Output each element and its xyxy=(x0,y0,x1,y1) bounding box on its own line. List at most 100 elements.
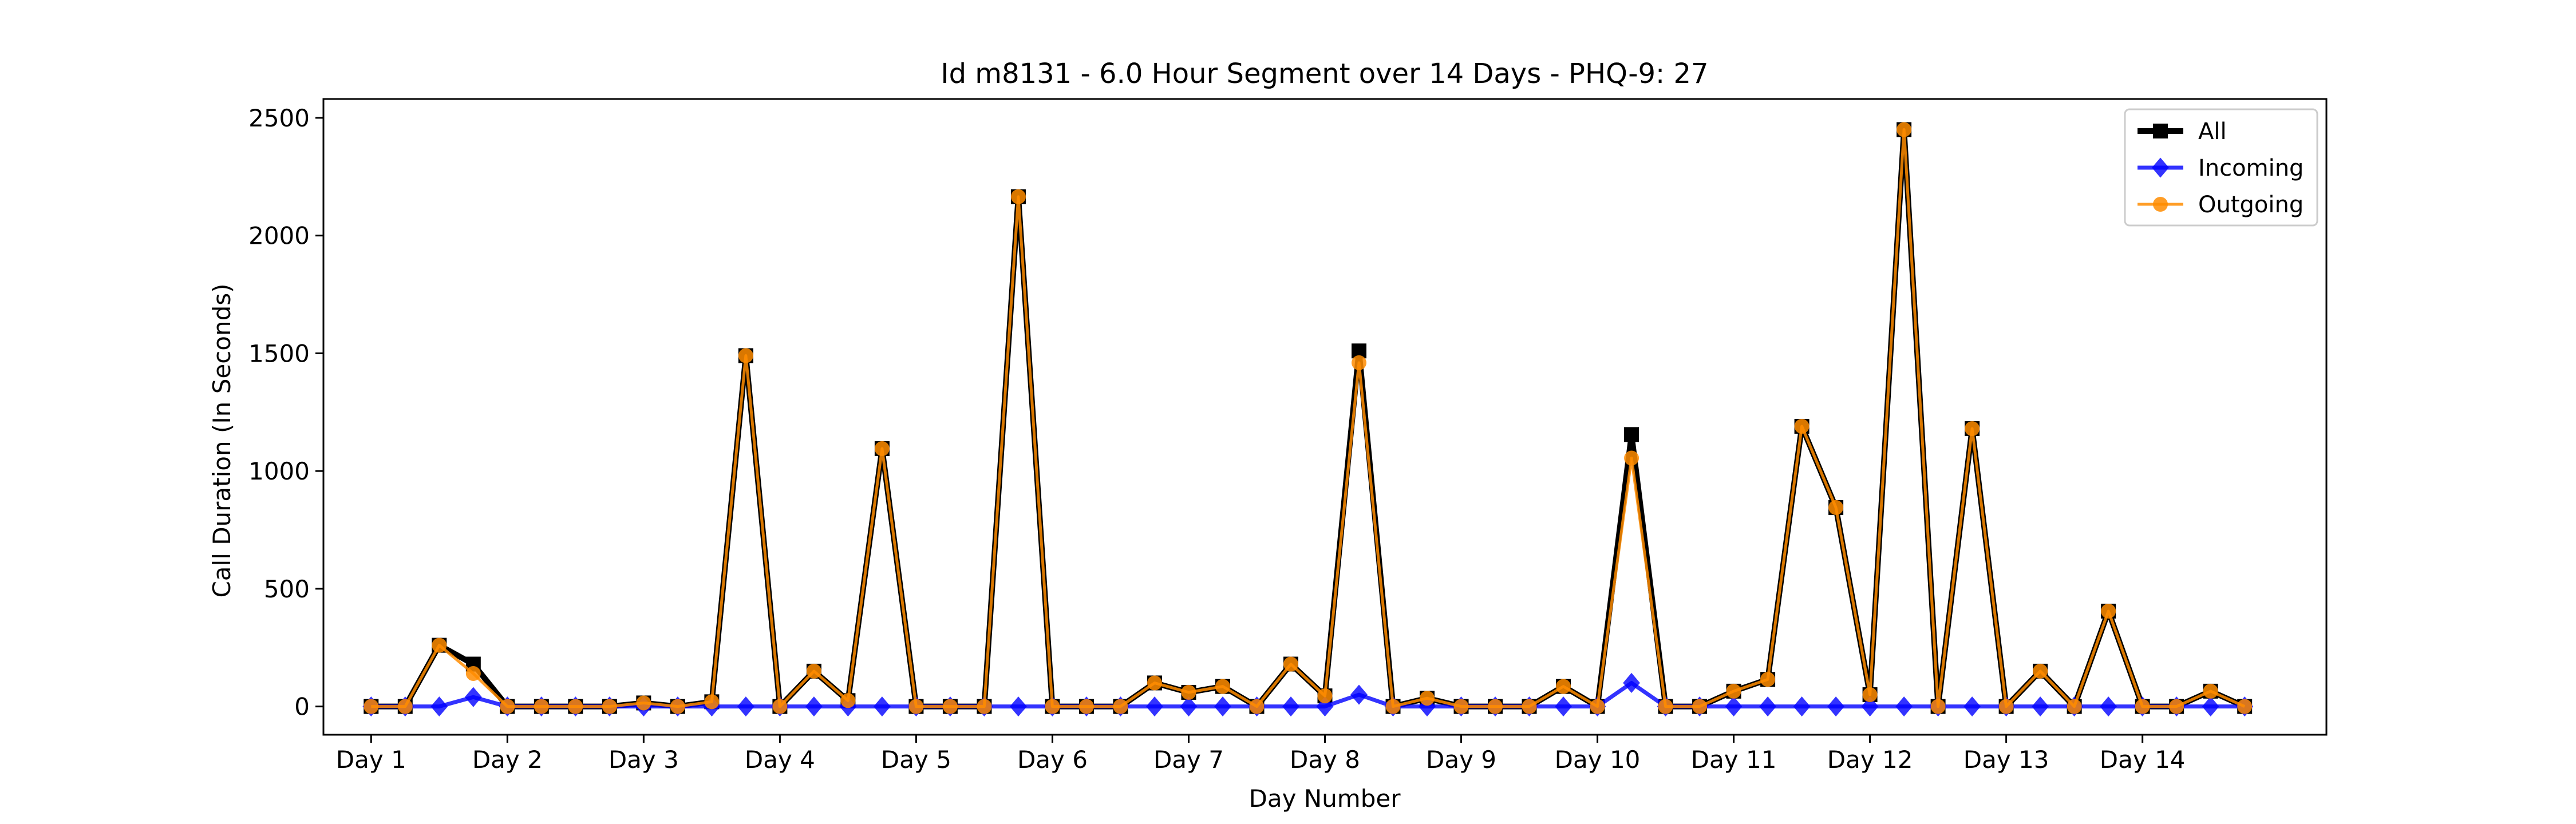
legend-marker xyxy=(2153,197,2168,212)
data-point-outgoing xyxy=(1078,699,1094,714)
x-tick-label: Day 8 xyxy=(1290,746,1360,774)
data-point-outgoing xyxy=(465,666,481,682)
legend-label-all: All xyxy=(2198,118,2227,145)
data-point-incoming xyxy=(1010,696,1027,717)
data-point-outgoing xyxy=(1113,699,1128,714)
data-point-outgoing xyxy=(636,695,651,711)
data-point-outgoing xyxy=(1010,189,1026,204)
data-point-outgoing xyxy=(1862,687,1878,703)
data-point-outgoing xyxy=(534,699,549,714)
plot-area: 0 500 1000 1500 2000 2500 Day 1 Day 2 Day 3 Day 4… xyxy=(248,98,2328,774)
x-tick-label: Day 11 xyxy=(1691,746,1777,774)
x-tick-label: Day 13 xyxy=(1963,746,2049,774)
data-point-outgoing xyxy=(1283,656,1298,672)
series-all xyxy=(364,122,2253,714)
data-point-all xyxy=(1624,427,1639,442)
data-point-outgoing xyxy=(942,699,958,714)
series-outgoing xyxy=(364,122,2253,714)
data-point-outgoing xyxy=(602,699,617,714)
y-tick-label: 0 xyxy=(294,693,310,721)
legend-box xyxy=(2124,108,2318,227)
data-point-outgoing xyxy=(874,441,890,457)
data-point-outgoing xyxy=(1215,679,1230,694)
data-point-outgoing xyxy=(1181,684,1196,700)
data-point-outgoing xyxy=(1692,699,1708,714)
data-point-incoming xyxy=(2100,696,2117,717)
data-point-outgoing xyxy=(1965,421,1980,437)
data-point-outgoing xyxy=(500,699,515,714)
data-point-incoming xyxy=(1827,696,1845,717)
data-point-outgoing xyxy=(1897,122,1912,137)
data-point-incoming xyxy=(2032,696,2049,717)
data-point-outgoing xyxy=(1726,683,1741,699)
data-point-incoming xyxy=(1963,696,1981,717)
data-point-outgoing xyxy=(2135,699,2150,714)
data-point-outgoing xyxy=(806,663,821,679)
legend-marker xyxy=(2152,157,2169,178)
y-tick-label: 2000 xyxy=(248,222,310,250)
series-line-all xyxy=(371,126,2246,710)
data-point-outgoing xyxy=(2101,603,2116,619)
data-point-outgoing xyxy=(704,694,720,710)
data-point-incoming xyxy=(1793,696,1811,717)
data-point-incoming xyxy=(1146,696,1163,717)
data-point-outgoing xyxy=(840,693,856,708)
x-tick-label: Day 7 xyxy=(1153,746,1224,774)
data-point-incoming xyxy=(1623,672,1640,694)
data-point-incoming xyxy=(805,696,823,717)
x-tick-label: Day 2 xyxy=(472,746,543,774)
data-point-outgoing xyxy=(977,699,992,714)
data-point-incoming xyxy=(2202,696,2219,717)
data-point-outgoing xyxy=(738,348,753,363)
data-point-incoming xyxy=(464,687,482,707)
y-tick-label: 2500 xyxy=(248,104,310,132)
x-tick-label: Day 9 xyxy=(1426,746,1496,774)
data-point-outgoing xyxy=(1385,699,1401,714)
data-point-outgoing xyxy=(432,637,447,653)
data-point-outgoing xyxy=(1556,679,1571,694)
x-tick-label: Day 6 xyxy=(1017,746,1088,774)
data-point-outgoing xyxy=(1488,699,1503,714)
data-point-outgoing xyxy=(1998,699,2014,714)
y-tick-label: 1500 xyxy=(248,339,310,367)
data-point-incoming xyxy=(1350,684,1368,705)
data-point-outgoing xyxy=(2237,699,2253,714)
data-point-incoming xyxy=(737,696,754,717)
data-point-outgoing xyxy=(908,699,924,714)
data-point-outgoing xyxy=(397,699,413,714)
data-point-incoming xyxy=(1759,696,1777,717)
data-point-outgoing xyxy=(1828,500,1844,515)
legend-label-incoming: Incoming xyxy=(2198,155,2304,181)
data-point-outgoing xyxy=(1760,672,1776,687)
data-point-outgoing xyxy=(364,699,379,714)
data-point-outgoing xyxy=(2203,683,2218,699)
data-point-outgoing xyxy=(772,699,788,714)
data-point-incoming xyxy=(1555,696,1572,717)
data-point-incoming xyxy=(1214,696,1231,717)
data-point-outgoing xyxy=(1930,699,1946,714)
data-point-incoming xyxy=(1861,696,1879,717)
y-axis-label: Call Duration (In Seconds) xyxy=(208,283,236,597)
series-line-outgoing xyxy=(371,128,2246,708)
y-tick-label: 500 xyxy=(264,575,310,603)
data-point-outgoing xyxy=(670,699,685,714)
chart-title: Id m8131 - 6.0 Hour Segment over 14 Days… xyxy=(941,58,1708,90)
data-point-incoming xyxy=(1895,696,1913,717)
legend: All Incoming Outgoing xyxy=(2124,108,2318,227)
data-point-incoming xyxy=(873,696,891,717)
legend-label-outgoing: Outgoing xyxy=(2198,192,2304,218)
data-point-incoming xyxy=(1180,696,1198,717)
data-point-incoming xyxy=(430,696,448,717)
data-point-outgoing xyxy=(2067,699,2082,714)
data-point-incoming xyxy=(1725,696,1743,717)
x-tick-label: Day 12 xyxy=(1827,746,1913,774)
data-point-outgoing xyxy=(1317,688,1333,704)
data-point-outgoing xyxy=(2033,663,2048,679)
data-point-outgoing xyxy=(1045,699,1060,714)
x-tick-label: Day 10 xyxy=(1555,746,1641,774)
data-point-outgoing xyxy=(568,699,583,714)
data-point-outgoing xyxy=(1249,699,1265,714)
data-point-incoming xyxy=(1282,696,1299,717)
plot-frame xyxy=(322,98,2328,736)
